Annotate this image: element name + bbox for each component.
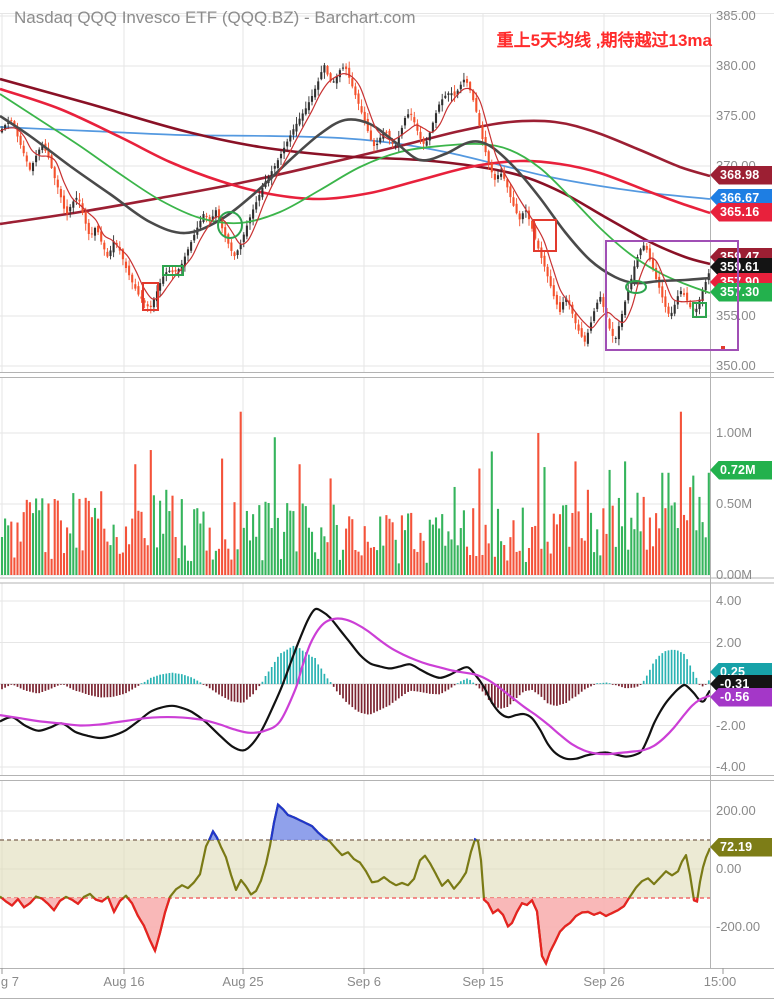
chart-title: Nasdaq QQQ Invesco ETF (QQQ.BZ) - Barcha…: [14, 8, 416, 27]
chart-annotation-text: 重上5天均线 ,期待越过13ma: [496, 31, 712, 50]
